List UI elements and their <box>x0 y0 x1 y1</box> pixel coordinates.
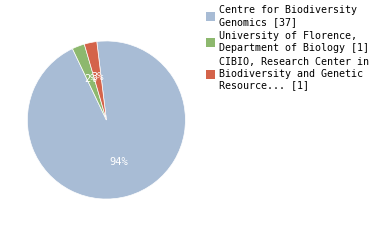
Wedge shape <box>27 41 185 199</box>
Text: 94%: 94% <box>109 157 128 167</box>
Legend: Centre for Biodiversity
Genomics [37], University of Florence,
Department of Bio: Centre for Biodiversity Genomics [37], U… <box>206 5 369 90</box>
Text: 2%: 2% <box>85 74 97 84</box>
Text: 3%: 3% <box>92 72 104 82</box>
Wedge shape <box>84 42 106 120</box>
Wedge shape <box>73 44 106 120</box>
